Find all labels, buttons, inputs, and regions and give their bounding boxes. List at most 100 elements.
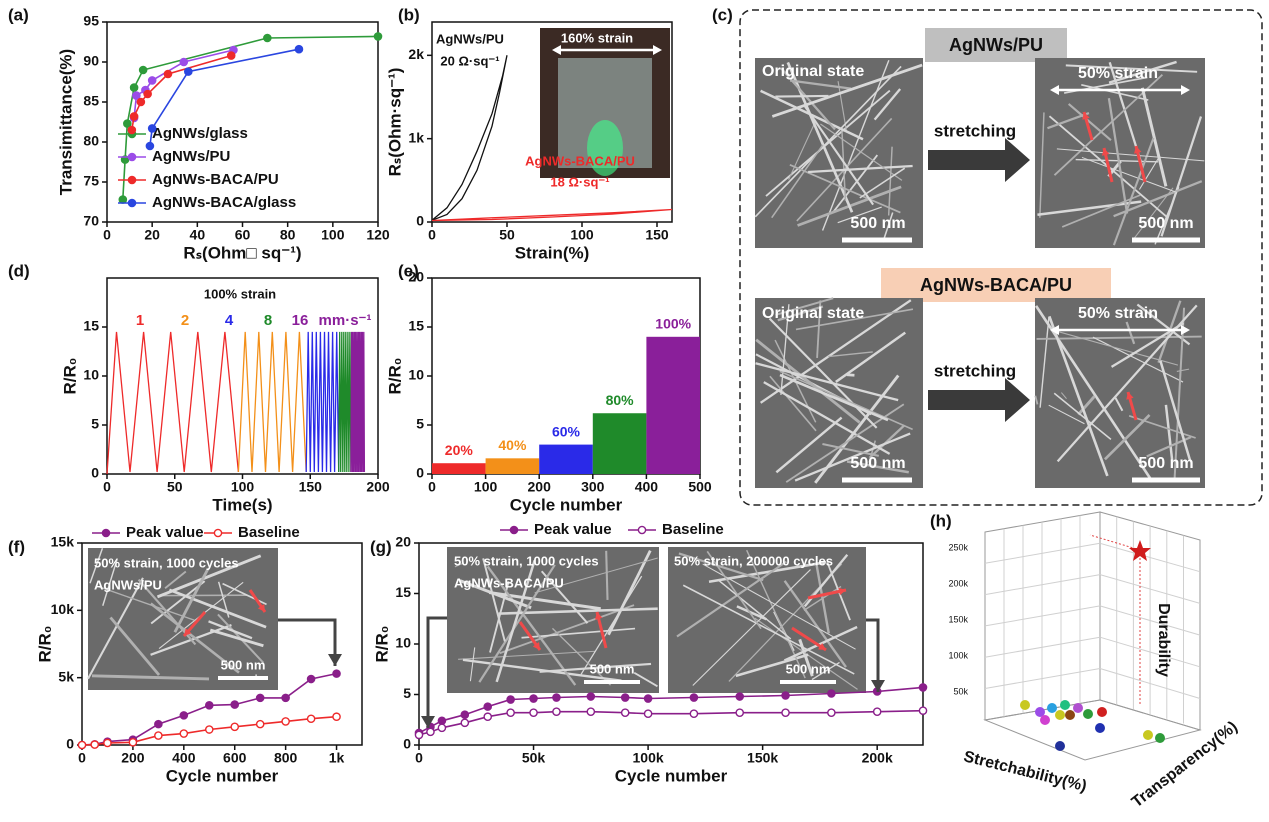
z-tick-label: 100k — [948, 650, 968, 660]
y-axis-label: R/R₀ — [372, 626, 391, 663]
double-arrow-head — [1050, 85, 1059, 95]
marker — [154, 719, 163, 729]
x-tick-label: 200 — [366, 479, 390, 495]
pointer-arrow-head — [1126, 392, 1134, 400]
y-tick-label: 20 — [395, 534, 411, 550]
x-axis-label: Stretchability(%) — [962, 748, 1089, 795]
nanowire — [692, 569, 811, 686]
sem-image — [447, 547, 659, 693]
double-arrow-head — [1050, 325, 1059, 335]
marker — [129, 112, 139, 121]
x-axis-label: Cycle number — [510, 495, 623, 514]
marker — [179, 711, 189, 720]
x-tick-label: 100 — [474, 479, 498, 495]
nanowire — [469, 647, 476, 682]
panel-label: (g) — [370, 537, 392, 556]
nanowire — [1108, 60, 1177, 84]
marker — [483, 712, 493, 722]
marker — [586, 692, 596, 701]
marker — [483, 702, 493, 711]
legend-label: Baseline — [238, 524, 300, 541]
inset-text: 500 nm — [221, 657, 266, 672]
x-tick-label: 0 — [428, 227, 436, 243]
nanowire — [783, 580, 847, 668]
marker — [183, 67, 193, 76]
y-tick-label: 15 — [83, 318, 99, 334]
marker — [620, 708, 630, 717]
marker — [827, 689, 836, 698]
marker — [143, 89, 152, 99]
x-tick-label: 40 — [190, 227, 206, 243]
nanowire — [779, 373, 889, 422]
marker — [781, 691, 790, 700]
nanowire — [779, 370, 913, 431]
connector-arrow — [278, 618, 337, 666]
panel-label: (b) — [398, 5, 420, 24]
marker — [204, 700, 214, 710]
x-tick-label: 500 — [688, 479, 712, 495]
bar — [432, 463, 486, 474]
nanowire — [678, 552, 764, 582]
series-label: AgNWs-BACA/PU — [525, 153, 635, 168]
nanowire — [208, 620, 253, 640]
marker — [118, 195, 128, 204]
marker — [552, 693, 561, 702]
series-line — [418, 709, 924, 736]
nanowire — [676, 560, 787, 638]
marker — [414, 730, 424, 740]
bar-label: 80% — [606, 392, 635, 408]
connector-arrow — [866, 618, 880, 692]
series-line — [350, 331, 366, 473]
x-axis-label: Cycle number — [166, 766, 279, 785]
series-line — [431, 208, 673, 222]
marker — [306, 674, 316, 684]
nanowire — [1125, 321, 1136, 345]
section-title: AgNWs/PU — [949, 35, 1043, 55]
nanowire — [478, 564, 556, 683]
x-axis-label: Rₛ(Ohm□ sq⁻¹) — [183, 243, 301, 262]
connector-arrow-head — [871, 680, 885, 692]
sphere-marker — [1020, 700, 1030, 710]
nanowire — [217, 581, 230, 618]
series-label: 1 — [136, 312, 144, 329]
nanowire — [1113, 180, 1203, 218]
x-tick-label: 100 — [321, 227, 345, 243]
floor — [983, 699, 1202, 761]
x-tick-label: 150k — [747, 750, 778, 766]
series-line — [106, 331, 240, 475]
plot-frame — [106, 21, 379, 223]
marker — [255, 719, 265, 729]
legend-label: Baseline — [662, 521, 724, 538]
z-tick-label: 150k — [948, 614, 968, 624]
nanowire — [808, 164, 913, 174]
nanowire — [788, 123, 816, 180]
nanowire — [150, 602, 240, 674]
nanowire — [1060, 392, 1067, 400]
x-tick-label: 100 — [231, 479, 255, 495]
sphere-marker — [1143, 730, 1153, 740]
process-arrow — [928, 138, 1030, 182]
x-tick-label: 100 — [570, 227, 594, 243]
nanowire — [815, 565, 830, 634]
nanowire — [150, 580, 206, 625]
panel-frame — [739, 9, 1263, 506]
star-marker — [1129, 540, 1151, 561]
nanowire — [156, 554, 262, 599]
series-label: 4 — [225, 312, 234, 329]
y-tick-label: 15 — [408, 318, 424, 334]
marker — [586, 707, 596, 716]
nanowire — [462, 658, 622, 682]
nanowire — [164, 570, 187, 589]
legend-marker — [509, 525, 519, 535]
legend-label: Peak value — [126, 524, 204, 541]
connector-arrow — [426, 616, 447, 728]
series-label: 2 — [181, 312, 189, 329]
nanowire — [1107, 98, 1129, 214]
marker — [163, 69, 173, 79]
image-caption: 50% strain — [1078, 65, 1158, 82]
marker — [506, 708, 515, 717]
marker — [735, 708, 745, 717]
y-tick-label: 0 — [66, 736, 74, 752]
y-tick-label: 0 — [416, 213, 424, 229]
z-tick-label: 250k — [948, 542, 968, 552]
